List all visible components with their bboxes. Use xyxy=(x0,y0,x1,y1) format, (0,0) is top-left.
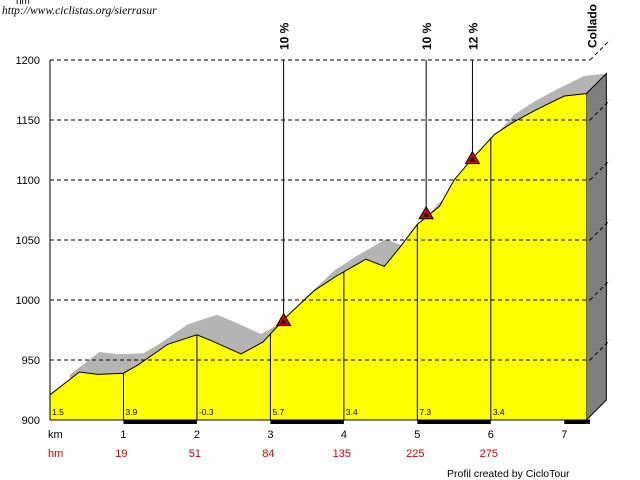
axis-bar-segment xyxy=(123,420,197,424)
x-tick-label: 6 xyxy=(488,429,494,441)
y-tick-label: 1100 xyxy=(16,175,40,187)
gradient-label: 5.7 xyxy=(272,407,284,417)
profile-area-layer xyxy=(49,93,587,420)
y-tick-label: 1200 xyxy=(16,55,40,67)
steep-marker-label: 10 % xyxy=(278,22,292,50)
summit-side-wall xyxy=(585,72,607,422)
hm-label: 225 xyxy=(406,448,424,460)
profile-outline xyxy=(49,93,587,396)
axis-bar-segment xyxy=(564,420,590,424)
x-tick-label: 5 xyxy=(414,429,420,441)
y-tick-label: 900 xyxy=(22,415,40,427)
gradient-label: 3.4 xyxy=(346,407,358,417)
warning-triangle-inner xyxy=(469,156,476,162)
steep-marker-label: 10 % xyxy=(420,22,434,50)
y-tick-label: 1150 xyxy=(16,115,40,127)
credit-text: Profil created by CicloTour xyxy=(447,468,570,480)
gridline-depth-1000 xyxy=(589,279,611,301)
hm-label: 135 xyxy=(333,448,351,460)
y-tick-label: 1000 xyxy=(16,295,40,307)
x-tick-label: 7 xyxy=(561,429,567,441)
hm-label: 19 xyxy=(115,448,127,460)
axes-layer: 900 950 1000 1050 1100 1150 1200 km 1 2 3 4 5 6 7 hm 19 5… xyxy=(16,55,590,460)
grid-layer xyxy=(50,39,611,361)
y-tick-label: 950 xyxy=(22,355,40,367)
gradient-label: 3.9 xyxy=(125,407,137,417)
gridline-depth-1100 xyxy=(589,159,611,181)
warning-triangle-inner xyxy=(280,318,287,324)
side-wall-layer xyxy=(585,72,607,422)
gradient-label: 7.3 xyxy=(419,407,431,417)
steep-markers-layer: 10 % 10 % 12 % Collado xyxy=(275,4,599,327)
axis-bar-segment xyxy=(270,420,344,424)
x-tick-label: 3 xyxy=(267,429,273,441)
gridline-depth-950 xyxy=(589,339,611,361)
summit-label: Collado xyxy=(585,4,599,48)
x-unit-label: km xyxy=(48,429,63,441)
steep-marker-label: 12 % xyxy=(466,22,480,50)
hm-unit-label: hm xyxy=(48,448,63,460)
gradient-label: -0.3 xyxy=(199,407,214,417)
gridline-depth-1150 xyxy=(589,99,611,121)
x-tick-label: 4 xyxy=(341,429,347,441)
hm-label: 51 xyxy=(189,448,201,460)
header-url: http://www.ciclistas.org/sierrasur xyxy=(2,5,157,17)
x-tick-label: 1 xyxy=(120,429,126,441)
profile-fill xyxy=(50,93,587,420)
axis-bar-segment xyxy=(417,420,491,424)
header-unit-label: hm xyxy=(16,0,30,7)
x-tick-label: 2 xyxy=(194,429,200,441)
warning-triangle-inner xyxy=(423,211,430,217)
gridline-depth-1200 xyxy=(589,39,611,61)
gradient-label: 1.5 xyxy=(52,407,64,417)
hm-label: 275 xyxy=(480,448,498,460)
hm-label: 84 xyxy=(262,448,274,460)
gridline-depth-1050 xyxy=(589,219,611,241)
segment-lines-layer: 1.5 3.9 -0.3 5.7 3.4 7.3 3.4 xyxy=(52,138,505,420)
gradient-label: 3.4 xyxy=(493,407,505,417)
y-tick-label: 1050 xyxy=(16,235,40,247)
